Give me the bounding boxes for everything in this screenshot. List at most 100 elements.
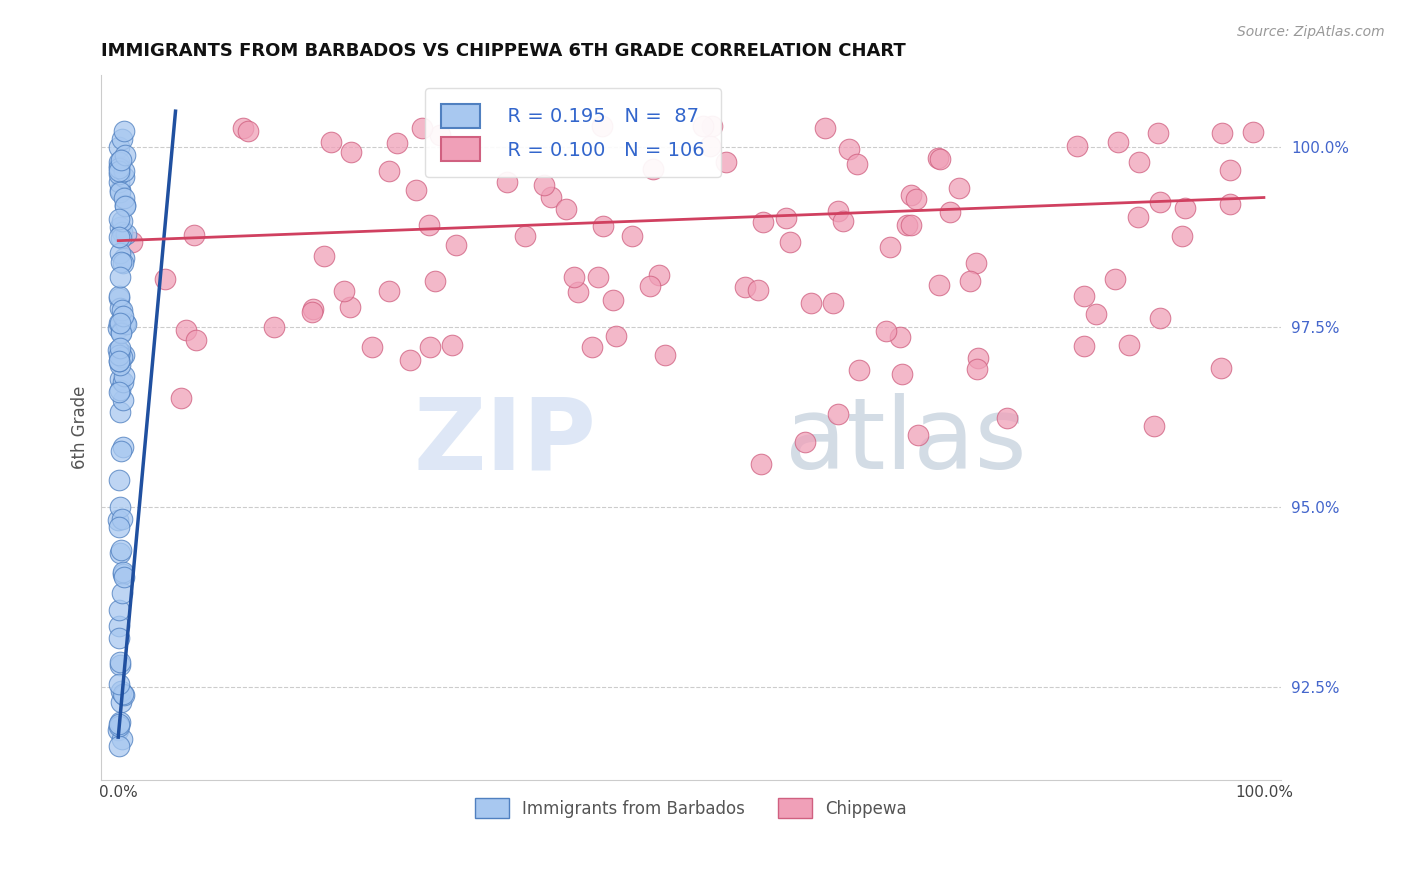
Point: [108, 140, 131, 154]
Point: [112, 392, 135, 407]
Point: [827, 204, 849, 219]
Point: [1211, 361, 1233, 376]
Point: [107, 676, 129, 690]
Point: [966, 362, 988, 376]
Point: [700, 119, 723, 133]
Point: [319, 136, 342, 150]
Point: [513, 228, 536, 243]
Point: [889, 330, 911, 344]
Point: [108, 301, 131, 316]
Point: [1219, 197, 1241, 211]
Point: [112, 440, 135, 454]
Point: [108, 270, 131, 285]
Point: [108, 183, 131, 197]
Point: [1174, 201, 1197, 215]
Point: [115, 317, 138, 331]
Point: [112, 688, 135, 702]
Point: [301, 305, 323, 319]
Point: [110, 326, 132, 340]
Point: [567, 285, 589, 299]
Point: [775, 211, 797, 225]
Point: [1126, 210, 1149, 224]
Point: [111, 732, 134, 747]
Point: [108, 246, 131, 260]
Point: [107, 384, 129, 399]
Point: [418, 218, 440, 232]
Point: [108, 164, 131, 178]
Point: [800, 296, 823, 310]
Point: [1066, 138, 1088, 153]
Point: [111, 302, 134, 317]
Point: [1104, 272, 1126, 286]
Point: [107, 343, 129, 357]
Point: [1143, 419, 1166, 434]
Point: [108, 155, 131, 169]
Point: [1171, 229, 1194, 244]
Point: [108, 345, 131, 359]
Point: [927, 151, 949, 165]
Point: [533, 178, 555, 193]
Point: [170, 391, 193, 405]
Point: [896, 218, 918, 232]
Point: [752, 215, 775, 229]
Point: [361, 340, 384, 354]
Point: [108, 161, 131, 175]
Text: Source: ZipAtlas.com: Source: ZipAtlas.com: [1237, 25, 1385, 39]
Point: [714, 154, 737, 169]
Point: [110, 683, 132, 698]
Point: [591, 119, 613, 133]
Point: [823, 296, 845, 310]
Point: [339, 301, 361, 315]
Point: [114, 199, 136, 213]
Point: [108, 211, 131, 226]
Point: [540, 190, 562, 204]
Point: [112, 569, 135, 583]
Point: [948, 181, 970, 195]
Point: [605, 329, 627, 343]
Point: [423, 274, 446, 288]
Point: [108, 354, 131, 368]
Point: [112, 309, 135, 323]
Point: [108, 291, 131, 305]
Legend: Immigrants from Barbados, Chippewa: Immigrants from Barbados, Chippewa: [468, 791, 914, 825]
Text: ZIP: ZIP: [413, 393, 596, 491]
Point: [1149, 311, 1171, 326]
Point: [747, 283, 769, 297]
Point: [749, 457, 772, 471]
Point: [108, 229, 131, 244]
Point: [907, 427, 929, 442]
Point: [1147, 126, 1170, 140]
Point: [108, 473, 131, 487]
Point: [848, 363, 870, 377]
Point: [108, 500, 131, 515]
Point: [398, 353, 420, 368]
Point: [562, 269, 585, 284]
Point: [183, 228, 205, 243]
Text: atlas: atlas: [786, 393, 1028, 491]
Point: [405, 183, 427, 197]
Point: [108, 219, 131, 234]
Point: [108, 717, 131, 731]
Point: [112, 164, 135, 178]
Point: [1241, 125, 1264, 139]
Point: [875, 324, 897, 338]
Point: [419, 340, 441, 354]
Point: [1084, 307, 1107, 321]
Point: [108, 656, 131, 670]
Point: [111, 213, 134, 227]
Point: [1073, 289, 1095, 303]
Point: [879, 240, 901, 254]
Point: [340, 145, 363, 159]
Point: [112, 687, 135, 701]
Point: [114, 148, 136, 162]
Point: [110, 695, 132, 709]
Point: [121, 235, 143, 250]
Point: [586, 270, 609, 285]
Point: [1211, 126, 1233, 140]
Point: [959, 274, 981, 288]
Point: [734, 280, 756, 294]
Point: [112, 124, 135, 138]
Point: [814, 120, 837, 135]
Point: [699, 138, 721, 153]
Point: [110, 341, 132, 355]
